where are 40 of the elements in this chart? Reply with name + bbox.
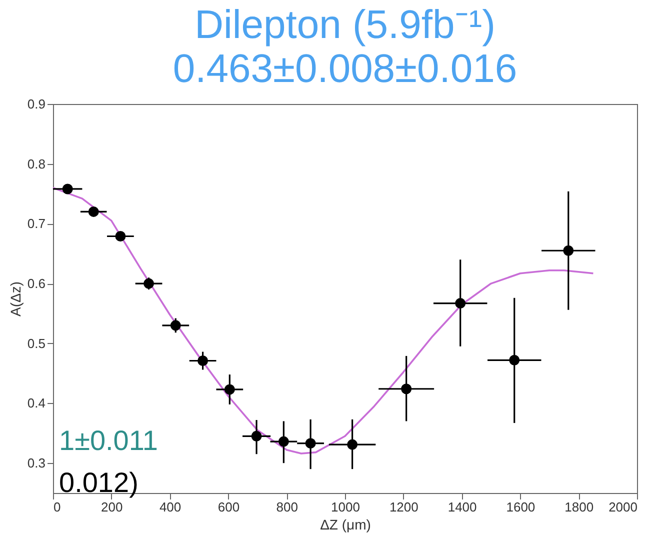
x-tick-label: 1400 (448, 500, 477, 514)
x-tick-label: 2000 (608, 500, 638, 514)
point (401, 384, 412, 394)
point (170, 320, 181, 331)
x-tick-label: 1800 (564, 500, 594, 514)
point (198, 356, 208, 366)
chart-title: Dilepton (5.9fb⁻¹) (194, 3, 496, 47)
y-tick-label: 0.9 (27, 96, 46, 112)
point (251, 430, 262, 442)
point (278, 436, 289, 447)
point (88, 206, 99, 217)
x-tick-label: 0 (54, 500, 61, 514)
y-tick-label: 0.5 (27, 336, 46, 351)
chart-subtitle: 0.463±0.008±0.016 (172, 47, 518, 91)
y-axis-title: A(Δz) (7, 281, 24, 317)
x-tick-label: 400 (159, 500, 182, 514)
point (144, 278, 154, 289)
annotation: 0.012) (59, 467, 138, 498)
point (347, 439, 358, 450)
point (563, 245, 574, 256)
x-tick-label: 200 (101, 500, 123, 514)
annotation: 1±0.011 (59, 425, 158, 456)
point (62, 184, 73, 194)
x-tick-label: 600 (218, 500, 240, 514)
y-tick-label: 0.8 (27, 156, 46, 172)
x-tick-label: 1600 (506, 500, 536, 514)
point (224, 384, 235, 395)
x-tick-label: 1000 (331, 500, 360, 514)
y-tick-label: 0.3 (27, 456, 46, 471)
line-series (52, 186, 594, 454)
y-tick-label: 0.7 (27, 216, 46, 232)
x-tick-label: 800 (276, 500, 298, 514)
x-tick-label: 1200 (389, 500, 418, 514)
x-axis-title: ΔZ (μm) (320, 516, 371, 532)
point (455, 298, 466, 309)
y-tick-label: 0.4 (27, 396, 46, 411)
point (115, 231, 126, 242)
point (509, 354, 520, 366)
y-tick-label: 0.6 (27, 276, 46, 292)
point (305, 438, 316, 449)
